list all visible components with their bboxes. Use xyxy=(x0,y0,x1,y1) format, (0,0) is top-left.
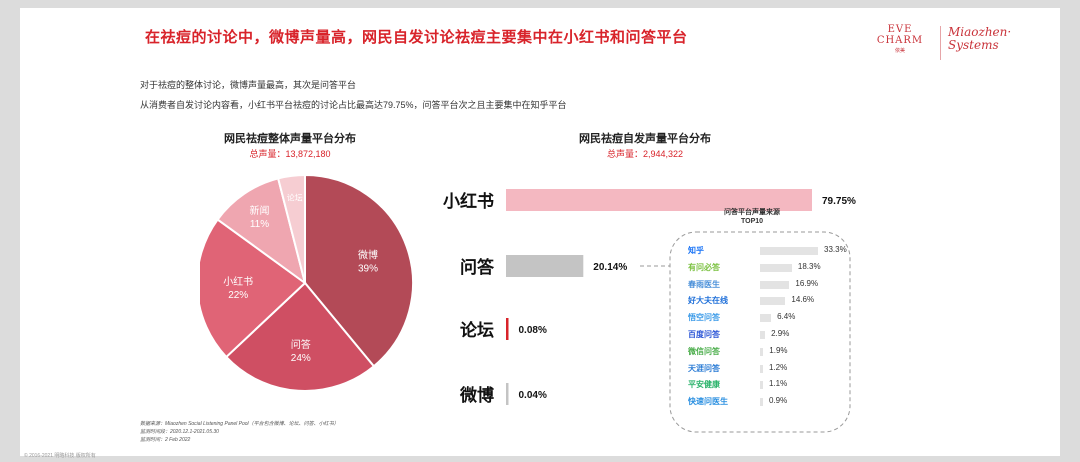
bar-1 xyxy=(506,255,584,277)
bar-value-2: 0.08% xyxy=(519,325,547,336)
intro-line-2: 从消费者自发讨论内容看，小红书平台祛痘的讨论占比最高达79.75%，问答平台次之… xyxy=(140,100,567,110)
qa-source-value-9: 0.9% xyxy=(769,396,788,406)
pie-chart-subtitle: 总声量：13,872,180 xyxy=(249,149,331,159)
qa-source-bar-7 xyxy=(760,364,763,373)
pie-value-3: 11% xyxy=(250,219,269,230)
qa-source-icon-6: 微信问答 xyxy=(688,346,720,356)
qa-sources-title: 问答平台声量来源 TOP10 xyxy=(692,208,812,226)
qa-source-bar-8 xyxy=(760,381,763,390)
qa-source-bar-1 xyxy=(760,263,792,272)
pie-value-2: 22% xyxy=(228,290,248,301)
footer-copyright: © 2016-2021 明略科技 版权所有 xyxy=(24,453,96,459)
pie-label-0: 微博 xyxy=(358,248,378,261)
qa-source-value-5: 2.9% xyxy=(771,329,790,338)
qa-source-value-4: 6.4% xyxy=(777,312,796,322)
pie-value-0: 39% xyxy=(358,263,378,274)
qa-source-value-6: 1.9% xyxy=(769,345,788,355)
qa-source-icon-7: 天涯问答 xyxy=(688,363,720,373)
bar-value-1: 20.14% xyxy=(593,262,627,273)
qa-source-value-8: 1.1% xyxy=(769,379,788,389)
qa-source-bar-4 xyxy=(760,314,772,323)
qa-sources-subtitle: TOP10 xyxy=(740,218,764,225)
qa-source-value-7: 1.2% xyxy=(769,362,788,372)
callout-frame xyxy=(640,231,851,433)
logo-divider xyxy=(940,26,941,60)
qa-source-icon-9: 快速问医生 xyxy=(688,397,728,407)
bar-category-2: 论坛 xyxy=(460,320,494,340)
bar-category-0: 小红书 xyxy=(443,191,494,211)
pie-chart-title: 网民祛痘整体声量平台分布 xyxy=(224,133,356,145)
qa-sources-title-text: 问答平台声量来源 xyxy=(724,209,780,216)
bar-2 xyxy=(506,318,509,340)
bar-value-3: 0.04% xyxy=(519,390,547,401)
pie-slice-2 xyxy=(200,218,307,359)
date-note: 监测时间：2 Feb 2022 xyxy=(140,437,191,443)
bar-chart-subtitle: 总声量：2,944,322 xyxy=(606,149,684,159)
bar-chart: 小红书 79.75% 问答 20.14% 论坛 0.08% 微博 0.04% xyxy=(443,189,856,405)
qa-source-value-2: 16.9% xyxy=(795,278,819,288)
logo-eve-small: 依美 xyxy=(894,48,905,54)
pie-value-1: 24% xyxy=(291,353,311,364)
period-note: 监测时间段：2020.12.1-2021.05.30 xyxy=(140,429,219,435)
pie-chart: 微博 39% 问答 24% 小红书 22% 新闻 11% 论坛 xyxy=(200,173,414,392)
qa-source-bar-3 xyxy=(760,297,786,306)
pie-slice-1 xyxy=(224,281,376,392)
qa-source-bar-2 xyxy=(760,280,790,289)
source-note: 数据来源：Miaozhen Social Listening Panel Poo… xyxy=(140,421,339,427)
qa-source-bar-6 xyxy=(760,347,764,356)
bar-category-1: 问答 xyxy=(460,257,495,277)
logo-eve-line2: CHARM xyxy=(876,35,924,46)
bar-0 xyxy=(506,189,812,211)
qa-source-value-3: 14.6% xyxy=(791,295,815,305)
callout-box xyxy=(669,231,851,433)
qa-source-icon-0: 知乎 xyxy=(688,246,704,255)
qa-source-icon-1: 有问必答 xyxy=(688,262,720,272)
qa-source-icon-2: 春雨医生 xyxy=(688,279,720,289)
pie-label-4: 论坛 xyxy=(287,193,303,203)
pie-label-3: 新闻 xyxy=(250,204,270,217)
qa-source-value-1: 18.3% xyxy=(797,261,821,271)
pie-label-2: 小红书 xyxy=(223,275,253,288)
miaozhen-logo: Miaozhen· Systems xyxy=(948,26,1011,52)
bar-chart-title: 网民祛痘自发声量平台分布 xyxy=(579,133,711,145)
page-title: 在祛痘的讨论中，微博声量高，网民自发讨论祛痘主要集中在小红书和问答平台 xyxy=(145,29,688,46)
pie-slice-0 xyxy=(304,173,414,368)
bar-value-0: 79.75% xyxy=(822,196,856,207)
qa-source-icon-5: 百度问答 xyxy=(688,330,720,339)
eve-charm-logo: EVE CHARM 依美 xyxy=(870,24,930,57)
slide xyxy=(20,8,1060,456)
qa-source-value-0: 33.3% xyxy=(824,245,847,254)
bar-category-3: 微博 xyxy=(459,385,494,405)
bar-3 xyxy=(506,383,509,405)
intro-line-1: 对于祛痘的整体讨论，微博声量最高，其次是问答平台 xyxy=(140,80,357,90)
qa-source-bar-5 xyxy=(760,331,766,339)
qa-source-bar-9 xyxy=(760,398,763,407)
pie-slice-3 xyxy=(216,177,307,286)
logo-eve-line1: EVE xyxy=(887,24,913,35)
logo-mz-line2: Systems xyxy=(948,38,999,52)
qa-source-bar-0 xyxy=(760,247,818,255)
logo-mz-line1: Miaozhen· xyxy=(948,25,1012,39)
qa-source-icon-3: 好大夫在线 xyxy=(688,296,728,306)
qa-source-icon-4: 悟空问答 xyxy=(688,313,720,323)
qa-source-icon-8: 平安健康 xyxy=(688,380,720,390)
pie-label-1: 问答 xyxy=(291,338,311,351)
pie-slice-4 xyxy=(276,173,306,284)
